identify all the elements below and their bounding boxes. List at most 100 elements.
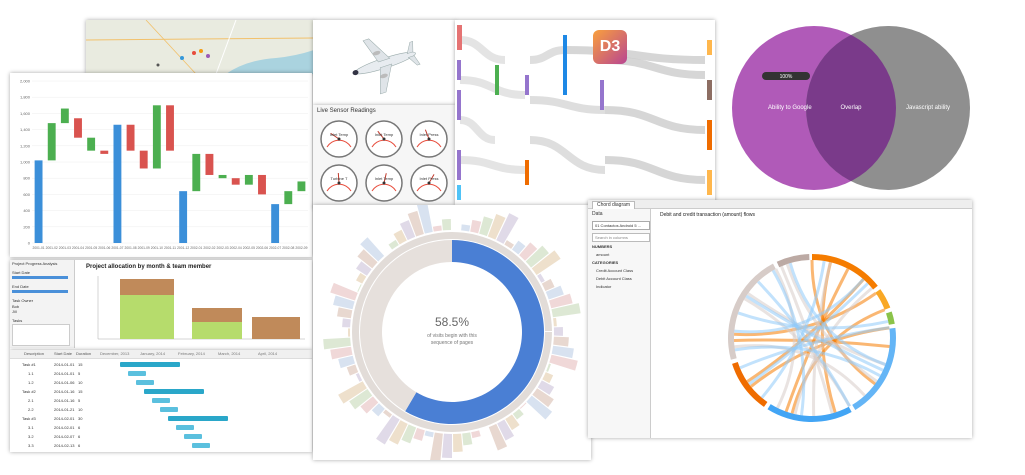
- sankey-link[interactable]: [459, 76, 526, 99]
- sankey-link[interactable]: [564, 46, 706, 64]
- sunburst-segment[interactable]: [338, 381, 367, 404]
- bar-segment[interactable]: [252, 317, 300, 339]
- measures-header[interactable]: NUMBERS: [592, 244, 613, 249]
- sunburst-segment[interactable]: [388, 420, 408, 445]
- category-item[interactable]: Debit Account Class: [596, 276, 632, 281]
- waterfall-bar[interactable]: [47, 123, 56, 161]
- chord-ribbon[interactable]: [739, 326, 890, 370]
- sankey-node[interactable]: [457, 185, 461, 200]
- sunburst-segment[interactable]: [346, 364, 359, 376]
- categories-header[interactable]: CATEGORIES: [592, 260, 619, 265]
- sunburst-segment[interactable]: [360, 240, 452, 412]
- sunburst-segment[interactable]: [525, 245, 549, 268]
- sankey-link[interactable]: [459, 36, 506, 64]
- waterfall-bar[interactable]: [205, 153, 214, 175]
- sunburst-segment[interactable]: [413, 427, 425, 441]
- sunburst-segment[interactable]: [338, 355, 355, 369]
- sunburst-segment[interactable]: [360, 237, 385, 262]
- gantt-row[interactable]: 1.1 2014-01-01 5: [10, 369, 312, 378]
- sunburst-segment[interactable]: [545, 285, 564, 300]
- gantt-bar[interactable]: [160, 407, 178, 412]
- waterfall-bar[interactable]: [113, 124, 122, 243]
- gantt-row[interactable]: 2.2 2014-01-21 10: [10, 405, 312, 414]
- sunburst-segment[interactable]: [471, 430, 481, 439]
- sankey-node[interactable]: [707, 170, 712, 195]
- waterfall-bar[interactable]: [284, 191, 293, 205]
- waterfall-bar[interactable]: [244, 174, 253, 185]
- map-marker[interactable]: [156, 63, 160, 67]
- waterfall-bar[interactable]: [297, 181, 306, 192]
- sunburst-segment[interactable]: [553, 327, 563, 336]
- sunburst-segment[interactable]: [461, 224, 471, 232]
- sunburst-segment[interactable]: [553, 317, 557, 327]
- venn-overlap[interactable]: [806, 26, 970, 190]
- sankey-node[interactable]: [525, 75, 529, 95]
- bar-segment[interactable]: [120, 279, 174, 295]
- bar-segment[interactable]: [192, 322, 242, 339]
- chord-ribbon[interactable]: [734, 345, 881, 378]
- measure-item[interactable]: amount: [596, 252, 610, 257]
- sunburst-segment[interactable]: [537, 273, 545, 283]
- sunburst-segment[interactable]: [553, 336, 569, 347]
- waterfall-bar[interactable]: [100, 150, 109, 154]
- sunburst-segment[interactable]: [497, 419, 515, 441]
- sunburst-segment[interactable]: [330, 282, 358, 301]
- sankey-link[interactable]: [529, 136, 606, 174]
- waterfall-bar[interactable]: [139, 150, 148, 169]
- waterfall-bar[interactable]: [271, 204, 280, 243]
- gantt-row[interactable]: 3.1 2014-02-01 6: [10, 423, 312, 432]
- gantt-row[interactable]: 3.3 2014-02-13 6: [10, 441, 312, 450]
- sunburst-segment[interactable]: [401, 424, 417, 444]
- sunburst-segment[interactable]: [357, 249, 378, 269]
- sunburst-segment[interactable]: [348, 328, 351, 337]
- gantt-row[interactable]: 3.2 2014-02-07 6: [10, 432, 312, 441]
- sankey-node[interactable]: [525, 160, 529, 185]
- chord-group-arc[interactable]: [812, 254, 878, 290]
- chord-ribbon[interactable]: [780, 265, 834, 414]
- sankey-node[interactable]: [457, 150, 461, 180]
- sunburst-segment[interactable]: [549, 293, 573, 309]
- sunburst-segment[interactable]: [383, 409, 393, 418]
- sankey-node[interactable]: [457, 60, 461, 80]
- waterfall-bar[interactable]: [34, 160, 43, 243]
- gantt-bar[interactable]: [176, 425, 194, 430]
- chord-group-arc[interactable]: [732, 361, 768, 407]
- sankey-link[interactable]: [604, 106, 706, 134]
- sunburst-segment[interactable]: [496, 213, 519, 244]
- waterfall-bar[interactable]: [74, 118, 82, 138]
- sankey-node[interactable]: [457, 90, 461, 120]
- bar-segment[interactable]: [192, 308, 242, 322]
- map-marker[interactable]: [199, 49, 203, 53]
- sunburst-segment[interactable]: [407, 210, 424, 237]
- map-marker[interactable]: [180, 56, 184, 60]
- waterfall-bar[interactable]: [179, 191, 188, 243]
- gantt-bar[interactable]: [168, 416, 228, 421]
- waterfall-bar[interactable]: [192, 153, 201, 192]
- owner-checkbox-jill[interactable]: Jill: [12, 309, 17, 314]
- sunburst-segment[interactable]: [470, 219, 482, 234]
- chord-ribbon[interactable]: [734, 278, 865, 334]
- sunburst-segment[interactable]: [430, 432, 443, 460]
- chord-ribbon[interactable]: [793, 286, 873, 415]
- chord-ribbon[interactable]: [788, 262, 886, 366]
- sunburst-segment[interactable]: [462, 432, 473, 446]
- chord-ribbon[interactable]: [748, 282, 869, 386]
- chord-ribbon[interactable]: [756, 280, 852, 407]
- gantt-row[interactable]: 2.1 2014-01-16 5: [10, 396, 312, 405]
- column-search-input[interactable]: Search in columns: [592, 233, 650, 242]
- sankey-link[interactable]: [459, 156, 526, 174]
- sunburst-segment[interactable]: [349, 389, 373, 410]
- gantt-bar[interactable]: [136, 380, 154, 385]
- gantt-bar[interactable]: [152, 398, 170, 403]
- sunburst-segment[interactable]: [480, 427, 488, 431]
- chord-ribbon[interactable]: [771, 269, 806, 416]
- map-marker[interactable]: [192, 51, 196, 55]
- chord-ribbon[interactable]: [784, 268, 850, 413]
- end-date-slider[interactable]: [12, 290, 68, 293]
- tasks-list[interactable]: [12, 324, 70, 346]
- sankey-node[interactable]: [495, 65, 499, 95]
- sunburst-segment[interactable]: [519, 242, 538, 261]
- sankey-node[interactable]: [457, 25, 462, 50]
- chord-ribbon[interactable]: [734, 344, 866, 397]
- sunburst-segment[interactable]: [356, 261, 372, 276]
